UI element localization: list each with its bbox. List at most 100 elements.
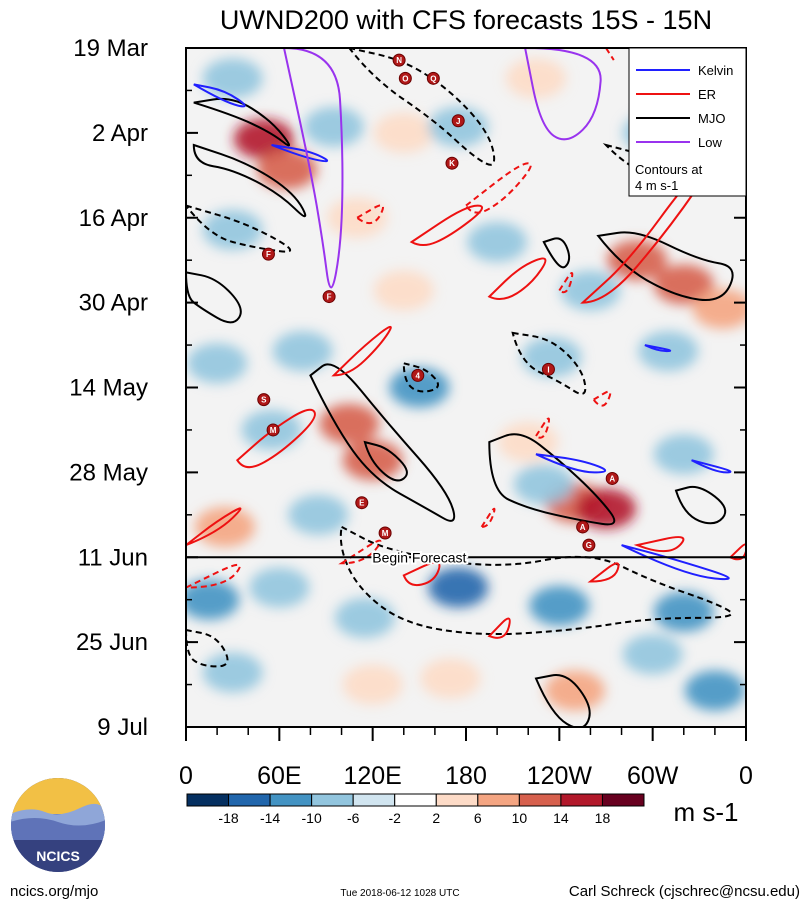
- colorbar-tick-label: 10: [512, 810, 528, 826]
- contour-er: [633, 536, 685, 553]
- storm-marker: [451, 114, 465, 128]
- colorbar-tick-label: 2: [432, 810, 440, 826]
- colorbar-box: [394, 793, 437, 807]
- legend-entries: Kelvin ER MJO Low: [636, 63, 733, 150]
- anomaly-patch: [420, 658, 481, 699]
- storm-marker: [445, 156, 459, 170]
- contour-kelvin: [691, 459, 732, 474]
- contour-er: [557, 272, 574, 294]
- storm-label: N: [396, 56, 402, 65]
- storm-label: S: [261, 396, 267, 405]
- anomaly-patch: [653, 591, 714, 632]
- storm-label: M: [382, 529, 389, 538]
- contour-mjo: [596, 231, 734, 302]
- contour-er: [534, 417, 550, 439]
- x-axis: 0 60E 120E 180 120W 60W 0: [179, 727, 753, 790]
- storm-label: F: [266, 250, 271, 259]
- x-tick-label: 0: [739, 762, 753, 790]
- contour-mjo: [192, 143, 307, 218]
- storm-marker: [266, 423, 280, 437]
- x-tick-label: 180: [445, 762, 487, 790]
- legend-note-line2: 4 m s-1: [635, 178, 678, 193]
- contour-er: [186, 507, 242, 547]
- y-tick-label: 28 May: [69, 459, 148, 486]
- anomaly-patch: [257, 149, 318, 190]
- storm-marker: [355, 496, 369, 510]
- legend-label: MJO: [698, 111, 725, 126]
- contour-kelvin: [621, 544, 730, 581]
- anomaly-patch: [319, 403, 380, 444]
- colorbar-units: m s-1: [674, 797, 739, 827]
- colorbar-tick-label: -2: [389, 810, 402, 826]
- legend-label: Kelvin: [698, 63, 733, 78]
- footer-author: Carl Schreck (cjschrec@ncsu.edu): [569, 883, 800, 900]
- legend: Kelvin ER MJO Low Contours at 4 m s-1: [628, 47, 747, 197]
- anomaly-patch: [272, 331, 333, 372]
- storm-label: A: [580, 523, 586, 532]
- anomaly-patch: [194, 506, 255, 547]
- anomaly-patch: [544, 670, 605, 711]
- contour-er: [355, 204, 384, 225]
- colorbar-tick-label: -6: [347, 810, 360, 826]
- contour-mjo: [402, 362, 440, 393]
- contour-mjo: [186, 204, 292, 253]
- chart-title: UWND200 with CFS forecasts 15S - 15N: [220, 5, 712, 35]
- storm-label: K: [449, 159, 455, 168]
- anomaly-patch: [692, 288, 746, 329]
- contour-er: [338, 539, 382, 565]
- colorbar-tick-label: -10: [302, 810, 322, 826]
- anomaly-patch: [334, 597, 395, 638]
- anomaly-patch: [342, 664, 403, 705]
- contour-low: [282, 48, 344, 289]
- anomaly-field: [186, 58, 746, 711]
- anomaly-patch: [653, 434, 714, 475]
- footer-timestamp: Tue 2018-06-12 1028 UTC: [340, 888, 459, 899]
- contour-er: [331, 325, 392, 377]
- y-tick-label: 2 Apr: [92, 120, 148, 147]
- anomaly-patch: [303, 106, 364, 147]
- contour-kelvin: [193, 83, 246, 108]
- storm-marker: [398, 71, 412, 85]
- anomaly-patch: [233, 118, 294, 159]
- y-tick-label: 19 Mar: [73, 35, 148, 62]
- contour-er: [487, 617, 511, 639]
- contour-mjo: [542, 237, 571, 269]
- legend-label: ER: [698, 87, 716, 102]
- contour-mjo: [193, 97, 291, 147]
- contour-kelvin: [535, 453, 607, 474]
- colorbar-tick-label: 14: [553, 810, 569, 826]
- logo-text: NCICS: [36, 848, 80, 864]
- storm-marker: [605, 471, 619, 485]
- contour-er: [479, 507, 496, 528]
- storm-marker: [426, 71, 440, 85]
- y-tick-label: 16 Apr: [79, 205, 148, 232]
- colorbar: -18 -14 -10 -6 -2 2 6 10 14 18: [186, 793, 645, 826]
- forecast-start-label: Begin Forecast: [372, 549, 466, 565]
- footer-left[interactable]: ncics.org/mjo: [10, 883, 98, 900]
- x-tick-label: 120W: [527, 762, 593, 790]
- contour-low: [524, 48, 602, 141]
- anomaly-patch: [373, 112, 434, 153]
- anomaly-patch: [467, 222, 528, 262]
- contour-mjo: [511, 331, 587, 395]
- contour-er: [235, 408, 316, 469]
- storm-label: E: [359, 499, 365, 508]
- colorbar-box: [269, 793, 313, 807]
- anomaly-patch: [529, 585, 590, 626]
- storm-marker: [582, 538, 596, 552]
- colorbar-box: [311, 793, 354, 807]
- colorbar-box: [435, 793, 479, 807]
- storm-marker: [576, 520, 590, 534]
- contour-mjo: [488, 433, 616, 526]
- anomaly-patch: [521, 337, 582, 378]
- y-axis: 19 Mar 2 Apr 16 Apr 30 Apr 14 May 28 May 11 Ju…: [69, 35, 746, 741]
- storm-label: J: [456, 117, 460, 126]
- y-tick-label: 25 Jun: [76, 629, 148, 656]
- storm-marker: [378, 526, 392, 540]
- colorbar-box: [352, 793, 396, 807]
- anomaly-patch: [607, 240, 668, 281]
- colorbar-box: [601, 793, 645, 807]
- contour-mjo: [186, 628, 229, 668]
